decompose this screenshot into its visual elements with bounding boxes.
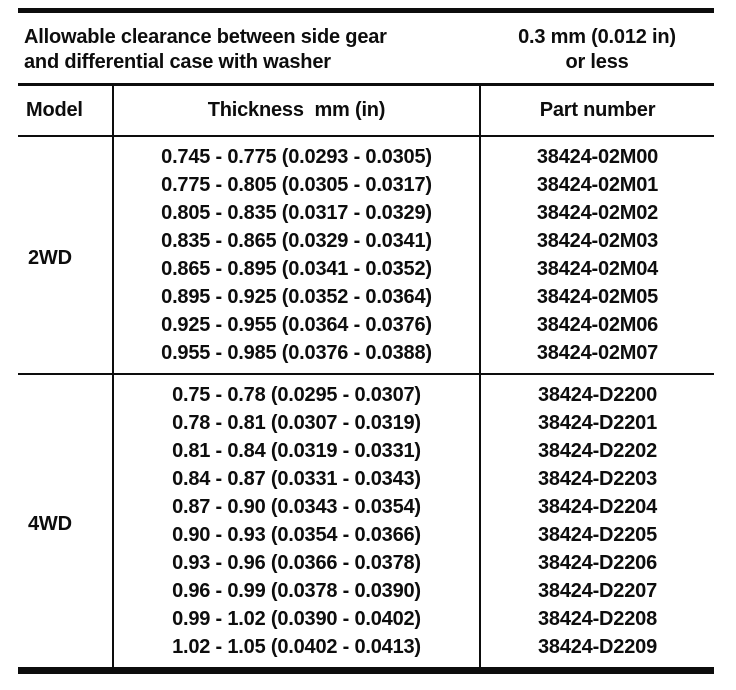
table-row: 0.87 - 0.90 (0.0343 - 0.0354) 38424-D220… — [18, 493, 714, 521]
thickness-value: 0.78 - 0.81 (0.0307 - 0.0319) — [112, 409, 480, 437]
part-number-value: 38424-02M01 — [479, 171, 714, 199]
thickness-value: 0.90 - 0.93 (0.0354 - 0.0366) — [112, 521, 480, 549]
thickness-value: 0.84 - 0.87 (0.0331 - 0.0343) — [112, 465, 480, 493]
clearance-label-line2: and differential case with washer — [24, 51, 331, 73]
model-label-2wd: 2WD — [28, 247, 72, 269]
table-row: 0.805 - 0.835 (0.0317 - 0.0329) 38424-02… — [18, 199, 714, 227]
washer-specification-document: Allowable clearance between side gear an… — [18, 8, 714, 674]
part-number-value: 38424-D2204 — [479, 493, 714, 521]
column-header-model: Model — [18, 86, 113, 137]
clearance-value-line1: 0.3 mm (0.012 in) — [518, 26, 676, 48]
part-number-value: 38424-02M02 — [479, 199, 714, 227]
thickness-value: 0.745 - 0.775 (0.0293 - 0.0305) — [112, 136, 480, 171]
table-row: 0.925 - 0.955 (0.0364 - 0.0376) 38424-02… — [18, 311, 714, 339]
table-row: 0.955 - 0.985 (0.0376 - 0.0388) 38424-02… — [18, 339, 714, 374]
part-number-value: 38424-D2202 — [479, 437, 714, 465]
thickness-value: 0.865 - 0.895 (0.0341 - 0.0352) — [112, 255, 480, 283]
table-row: 0.81 - 0.84 (0.0319 - 0.0331) 38424-D220… — [18, 437, 714, 465]
part-number-value: 38424-02M06 — [479, 311, 714, 339]
column-header-part-number: Part number — [479, 86, 714, 137]
part-number-value: 38424-D2209 — [479, 633, 714, 667]
part-number-value: 38424-D2208 — [479, 605, 714, 633]
part-number-value: 38424-02M05 — [479, 283, 714, 311]
table-row: 0.90 - 0.93 (0.0354 - 0.0366) 38424-D220… — [18, 521, 714, 549]
washer-thickness-table: Model Thickness mm (in) Part number 2WD … — [18, 86, 714, 667]
clearance-value-line2: or less — [565, 51, 629, 73]
part-number-value: 38424-D2203 — [479, 465, 714, 493]
table-row: 1.02 - 1.05 (0.0402 - 0.0413) 38424-D220… — [18, 633, 714, 667]
clearance-label-line1: Allowable clearance between side gear — [24, 26, 387, 48]
table-row: 0.835 - 0.865 (0.0329 - 0.0341) 38424-02… — [18, 227, 714, 255]
thickness-value: 0.895 - 0.925 (0.0352 - 0.0364) — [112, 283, 480, 311]
part-number-value: 38424-D2205 — [479, 521, 714, 549]
part-number-value: 38424-D2207 — [479, 577, 714, 605]
thickness-value: 0.955 - 0.985 (0.0376 - 0.0388) — [112, 339, 480, 374]
thickness-value: 0.87 - 0.90 (0.0343 - 0.0354) — [112, 493, 480, 521]
table-row: 2WD 0.745 - 0.775 (0.0293 - 0.0305) 3842… — [18, 136, 714, 269]
table-row: 4WD 0.75 - 0.78 (0.0295 - 0.0307) 38424-… — [18, 374, 714, 535]
thickness-value: 0.96 - 0.99 (0.0378 - 0.0390) — [112, 577, 480, 605]
part-number-value: 38424-02M00 — [479, 136, 714, 171]
part-number-value: 38424-D2200 — [479, 374, 714, 409]
table-row: 0.99 - 1.02 (0.0390 - 0.0402) 38424-D220… — [18, 605, 714, 633]
table-row: 0.93 - 0.96 (0.0366 - 0.0378) 38424-D220… — [18, 549, 714, 577]
thickness-value: 0.925 - 0.955 (0.0364 - 0.0376) — [112, 311, 480, 339]
thickness-value: 0.93 - 0.96 (0.0366 - 0.0378) — [112, 549, 480, 577]
section-2wd: 2WD 0.745 - 0.775 (0.0293 - 0.0305) 3842… — [18, 136, 714, 374]
thickness-value: 0.805 - 0.835 (0.0317 - 0.0329) — [112, 199, 480, 227]
thickness-value: 0.75 - 0.78 (0.0295 - 0.0307) — [112, 374, 480, 409]
model-label-4wd: 4WD — [28, 513, 72, 535]
part-number-value: 38424-D2206 — [479, 549, 714, 577]
part-number-value: 38424-02M04 — [479, 255, 714, 283]
thickness-value: 0.81 - 0.84 (0.0319 - 0.0331) — [112, 437, 480, 465]
section-4wd: 4WD 0.75 - 0.78 (0.0295 - 0.0307) 38424-… — [18, 374, 714, 667]
table-header-row: Model Thickness mm (in) Part number — [18, 86, 714, 137]
table-row: 0.78 - 0.81 (0.0307 - 0.0319) 38424-D220… — [18, 409, 714, 437]
thickness-value: 0.835 - 0.865 (0.0329 - 0.0341) — [112, 227, 480, 255]
part-number-value: 38424-02M07 — [479, 339, 714, 374]
thickness-value: 0.775 - 0.805 (0.0305 - 0.0317) — [112, 171, 480, 199]
table-row: 0.96 - 0.99 (0.0378 - 0.0390) 38424-D220… — [18, 577, 714, 605]
clearance-spec-label: Allowable clearance between side gear an… — [24, 25, 387, 75]
clearance-spec-row: Allowable clearance between side gear an… — [18, 13, 714, 86]
thickness-value: 0.99 - 1.02 (0.0390 - 0.0402) — [112, 605, 480, 633]
column-header-thickness: Thickness mm (in) — [112, 86, 480, 137]
table-row: 0.84 - 0.87 (0.0331 - 0.0343) 38424-D220… — [18, 465, 714, 493]
table-row: 0.865 - 0.895 (0.0341 - 0.0352) 38424-02… — [18, 255, 714, 283]
part-number-value: 38424-D2201 — [479, 409, 714, 437]
table-row: 0.775 - 0.805 (0.0305 - 0.0317) 38424-02… — [18, 171, 714, 199]
part-number-value: 38424-02M03 — [479, 227, 714, 255]
clearance-spec-value: 0.3 mm (0.012 in) or less — [480, 25, 714, 75]
thickness-value: 1.02 - 1.05 (0.0402 - 0.0413) — [112, 633, 480, 667]
table-row: 0.895 - 0.925 (0.0352 - 0.0364) 38424-02… — [18, 283, 714, 311]
